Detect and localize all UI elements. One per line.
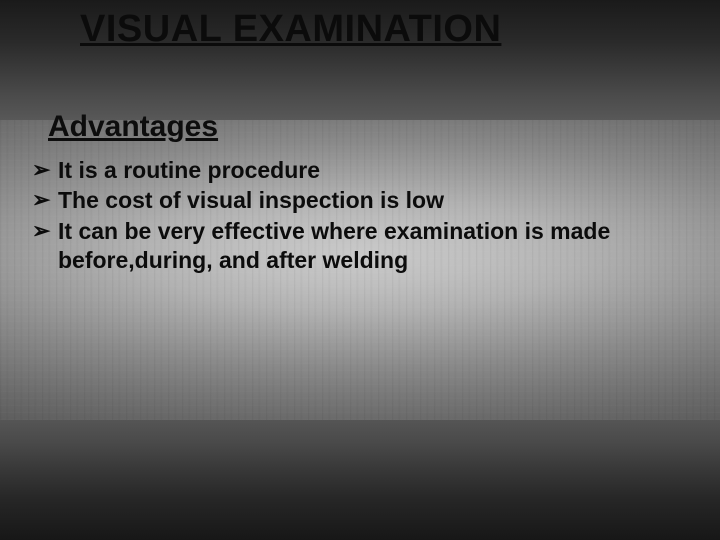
list-item: It is a routine procedure	[32, 156, 680, 185]
slide-subheading: Advantages	[48, 110, 218, 144]
slide: VISUAL EXAMINATION Advantages It is a ro…	[0, 0, 720, 540]
list-item: The cost of visual inspection is low	[32, 186, 680, 215]
bullet-text: It can be very effective where examinati…	[58, 218, 610, 273]
bullet-list: It is a routine procedure The cost of vi…	[32, 156, 680, 277]
bullet-text: The cost of visual inspection is low	[58, 187, 444, 213]
bullet-text: It is a routine procedure	[58, 157, 320, 183]
slide-title: VISUAL EXAMINATION	[80, 8, 680, 51]
background-bottom-band	[0, 420, 720, 540]
list-item: It can be very effective where examinati…	[32, 217, 680, 276]
